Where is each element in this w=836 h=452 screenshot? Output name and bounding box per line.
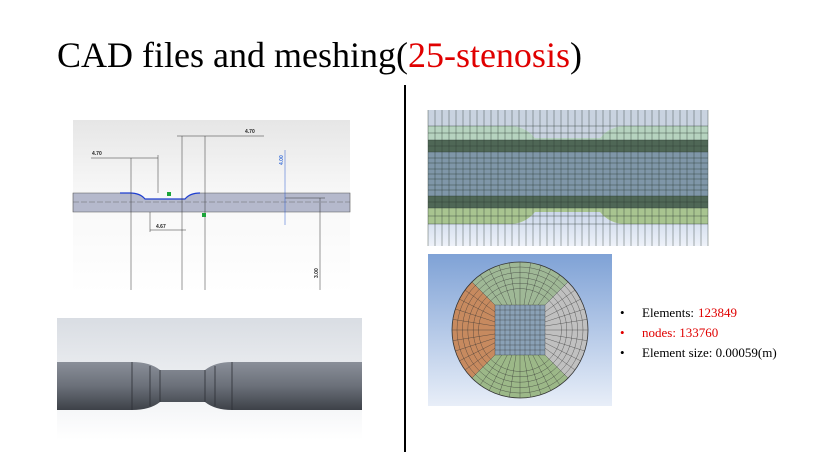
mesh-section xyxy=(428,254,612,406)
mesh-line xyxy=(508,354,517,398)
mesh-line xyxy=(463,348,496,372)
mesh-line xyxy=(508,262,517,306)
mesh-line xyxy=(452,333,496,342)
mesh-line xyxy=(544,333,588,342)
dimension: 4.67 xyxy=(156,224,166,230)
mesh-line xyxy=(544,337,587,352)
mesh-line xyxy=(488,267,508,306)
mesh-line xyxy=(453,337,496,352)
mesh-line xyxy=(544,318,588,327)
mesh-line xyxy=(457,342,496,362)
mesh-line xyxy=(527,354,542,397)
mesh-line xyxy=(463,288,496,312)
bullet: nodes: 133760 xyxy=(618,323,777,343)
mesh-line xyxy=(523,354,532,398)
mesh-line xyxy=(544,348,577,372)
mesh-line xyxy=(498,263,513,306)
mesh-line xyxy=(478,273,502,306)
dimension: 3.00 xyxy=(314,268,320,278)
mesh-line xyxy=(478,354,502,387)
mesh-line xyxy=(538,354,562,387)
mesh-side xyxy=(427,110,709,246)
mesh-line xyxy=(457,298,496,318)
mesh-line xyxy=(544,342,583,362)
mesh-line xyxy=(544,288,577,312)
mesh-line xyxy=(532,354,552,393)
dimension: 4.70 xyxy=(245,129,255,135)
mesh-line xyxy=(544,354,570,380)
mesh-line xyxy=(488,354,508,393)
mesh-line xyxy=(452,318,496,327)
mesh-line xyxy=(544,308,587,323)
mesh-line xyxy=(527,263,542,306)
mesh-line xyxy=(544,298,583,318)
title-close: ) xyxy=(569,35,582,75)
title-text: CAD files and meshing( xyxy=(57,35,408,75)
mesh-line xyxy=(498,354,513,397)
bullet-text: Element size: 0.00059(m) xyxy=(642,345,777,360)
mesh-line xyxy=(523,262,532,306)
mesh-line xyxy=(538,273,562,306)
mesh-line xyxy=(470,280,496,306)
title-highlight: 25-stenosis xyxy=(407,35,570,75)
bullet: Element size: 0.00059(m) xyxy=(618,343,777,363)
bullet-list: Elements: 123849 nodes: 133760 Element si… xyxy=(618,303,777,363)
bullet-label: Elements: xyxy=(642,305,694,320)
cad-drawing: 4.70 4.70 4.67 3.00 4.00 xyxy=(72,120,351,293)
mesh-line xyxy=(453,308,496,323)
bullet-value: 123849 xyxy=(698,305,737,320)
dimension: 4.00 xyxy=(279,155,285,165)
mesh-line xyxy=(544,280,570,306)
dimension: 4.70 xyxy=(92,151,102,157)
mesh-line xyxy=(470,354,496,380)
bullet: Elements: 123849 xyxy=(618,303,777,323)
mesh-line xyxy=(532,267,552,306)
slide-title: CAD files and meshing(25-stenosis) xyxy=(57,34,582,76)
bullet-text: nodes: 133760 xyxy=(642,325,719,340)
tube-3d xyxy=(57,318,362,440)
